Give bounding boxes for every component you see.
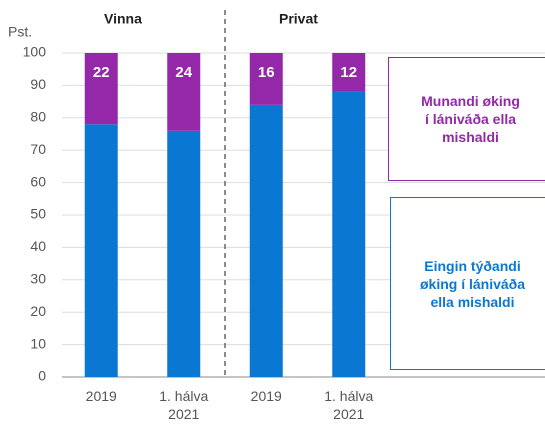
data-label: 22 — [93, 64, 110, 81]
y-tick-label: 30 — [30, 271, 46, 287]
x-tick-label: 1. hálva 2021 — [324, 388, 374, 422]
bar-segment — [249, 53, 283, 105]
legend-entry: Munandi øking í lániváða ella mishaldi — [388, 57, 545, 181]
legend-entry: Eingin týðandi øking í lániváða ella mis… — [390, 197, 545, 370]
y-tick-label: 60 — [30, 173, 46, 189]
x-tick-label: 1. hálva 2021 — [159, 388, 209, 422]
group-label: Vinna — [104, 11, 142, 27]
y-tick-label: 0 — [38, 368, 46, 384]
y-tick-label: 10 — [30, 335, 46, 351]
data-label: 16 — [258, 64, 275, 81]
bar-segment — [249, 104, 283, 377]
y-axis-label: Pst. — [8, 24, 32, 40]
y-tick-label: 20 — [30, 303, 46, 319]
data-label: 24 — [175, 64, 192, 81]
x-tick-label: 2019 — [250, 388, 282, 404]
data-label: 12 — [340, 64, 357, 81]
bar-segment — [332, 53, 366, 92]
y-tick-label: 100 — [23, 44, 47, 60]
y-tick-label: 70 — [30, 141, 46, 157]
bar-segment — [84, 124, 118, 377]
y-tick-label: 90 — [30, 76, 46, 92]
y-tick-label: 40 — [30, 238, 46, 254]
bar-segment — [167, 130, 201, 377]
group-label: Privat — [279, 11, 318, 27]
y-tick-label: 50 — [30, 206, 46, 222]
x-tick-label: 2019 — [85, 388, 117, 404]
bar-segment — [332, 91, 366, 377]
bar-segment — [167, 53, 201, 131]
y-tick-label: 80 — [30, 109, 46, 125]
bar-segment — [84, 53, 118, 125]
